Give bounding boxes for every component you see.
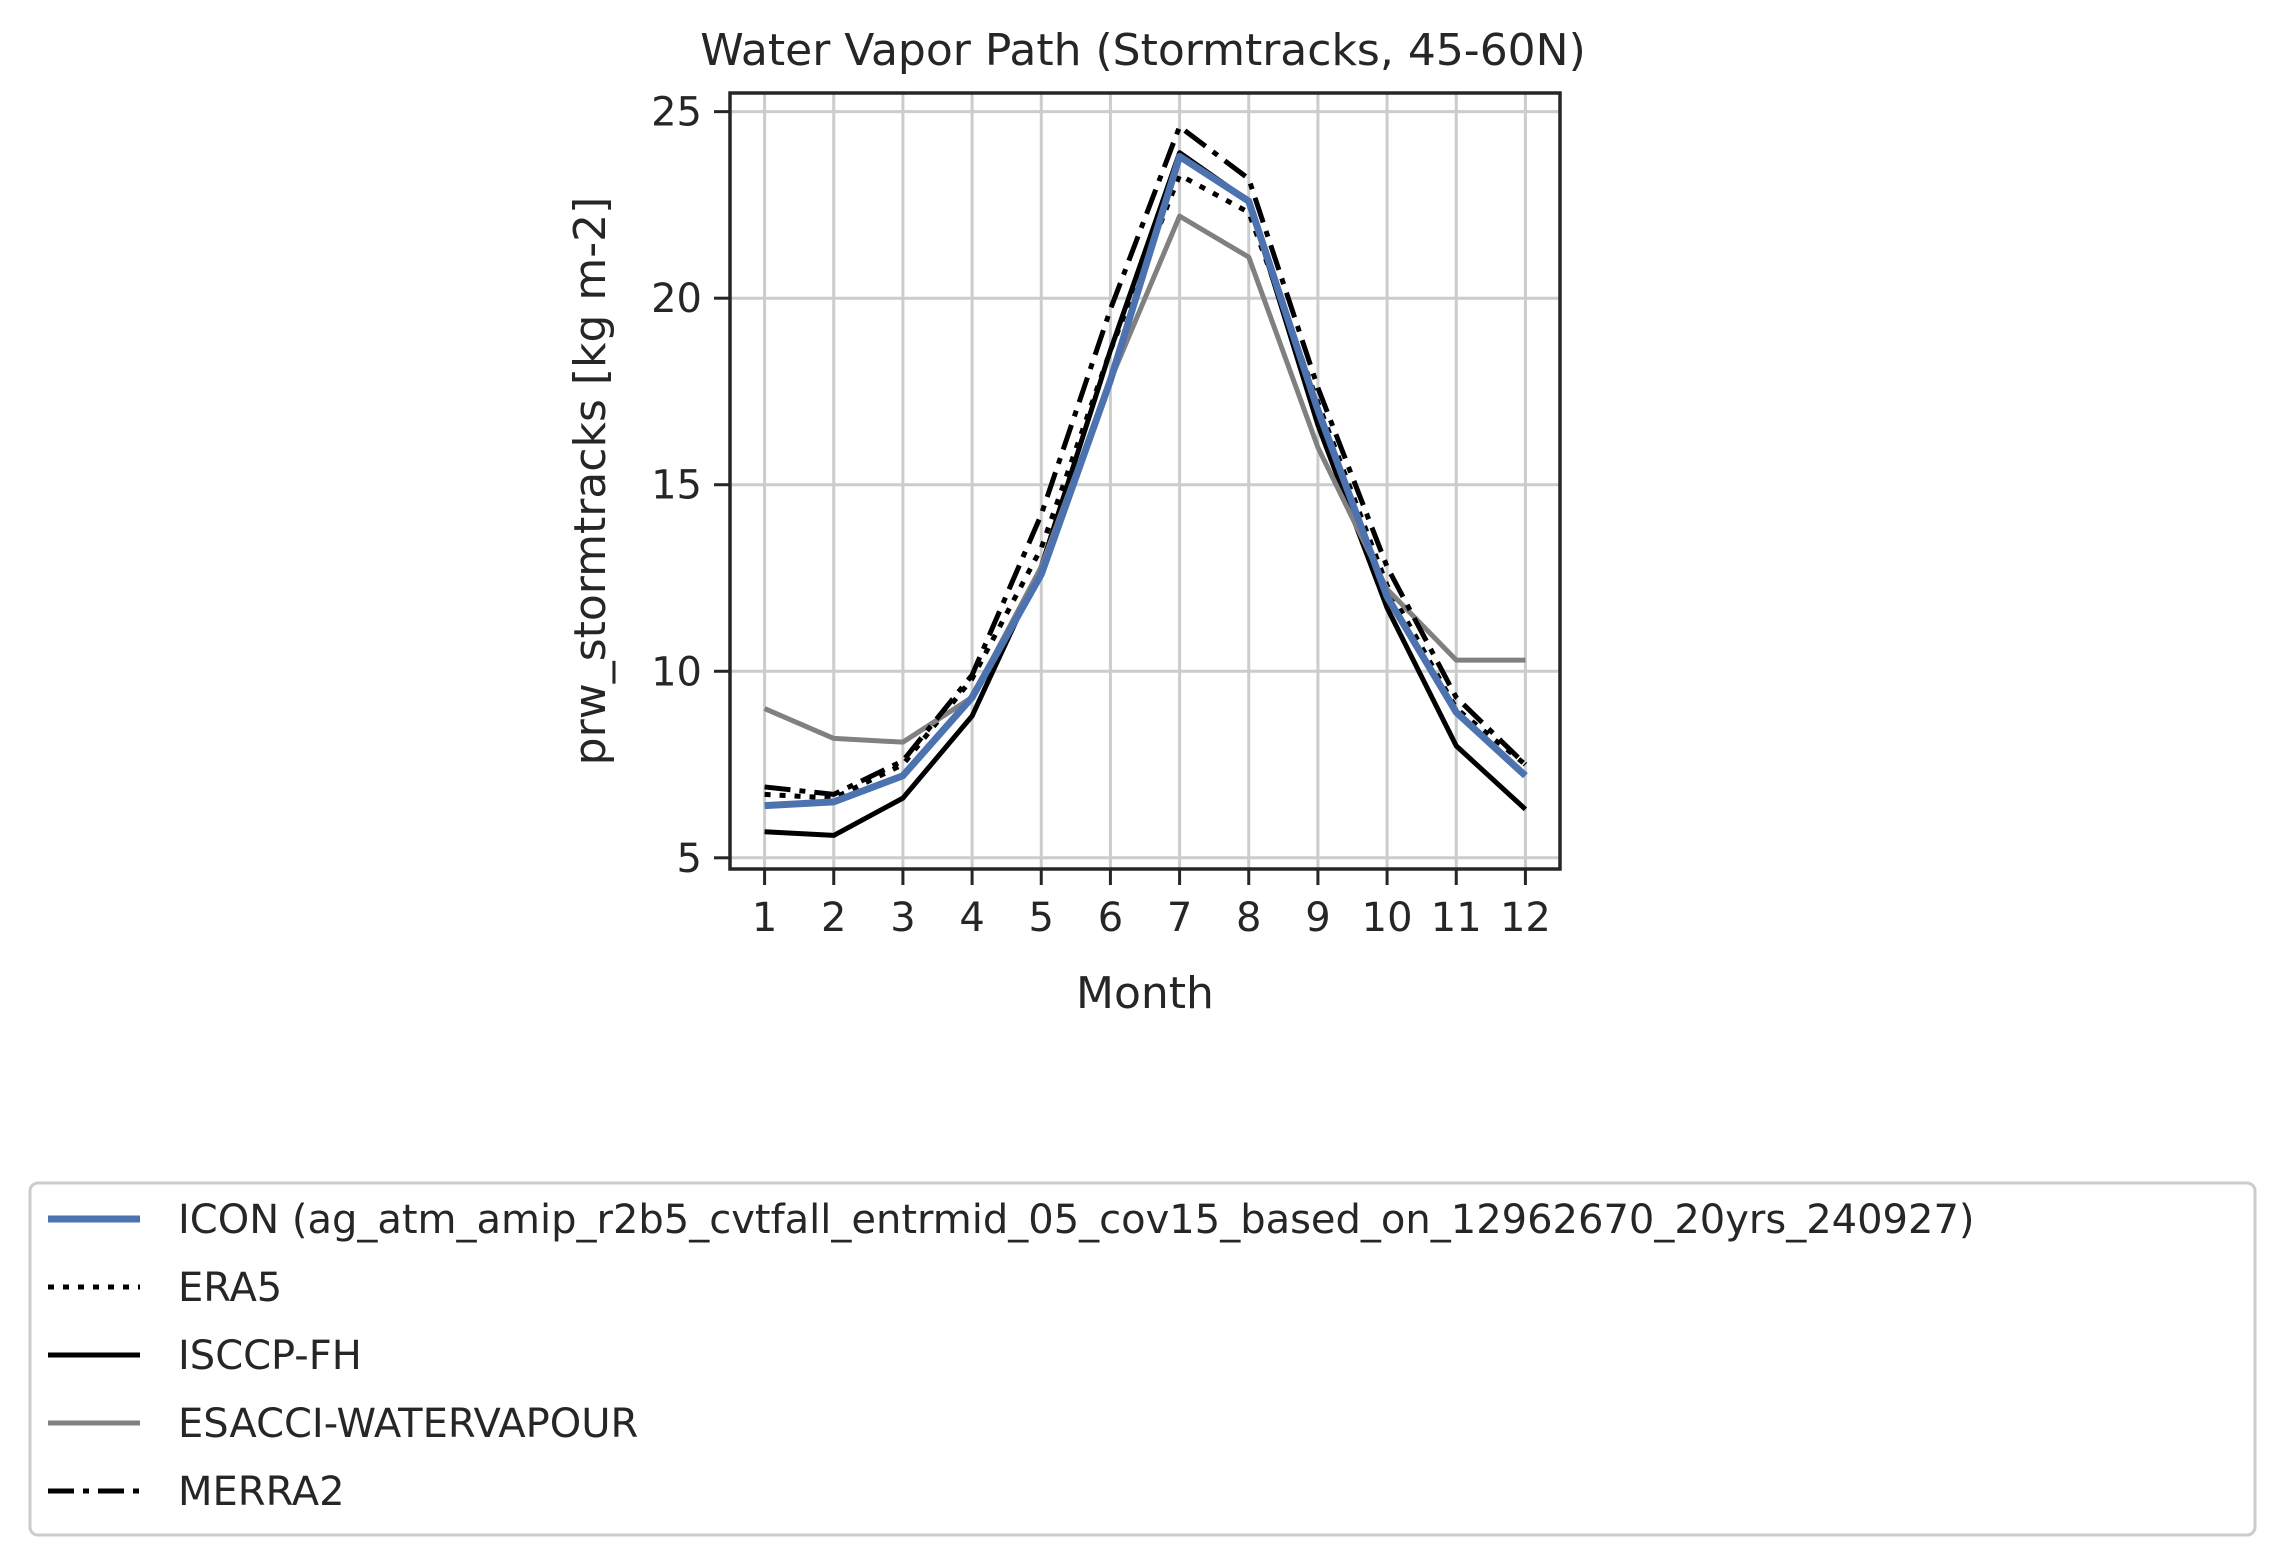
- x-tick-label: 10: [1362, 895, 1413, 941]
- x-tick-label: 3: [890, 895, 915, 941]
- y-tick-label: 5: [677, 836, 702, 882]
- legend-label: ERA5: [178, 1265, 282, 1311]
- x-tick-label: 8: [1236, 895, 1261, 941]
- x-tick-label: 6: [1098, 895, 1123, 941]
- y-axis-label: prw_stormtracks [kg m-2]: [565, 197, 616, 766]
- plot-frame: [728, 91, 1562, 871]
- x-tick-label: 9: [1305, 895, 1330, 941]
- series-line-esacci-watervapour: [763, 213, 1526, 745]
- chart-title: Water Vapor Path (Stormtracks, 45-60N): [700, 25, 1586, 76]
- y-tick-label: 15: [651, 463, 702, 509]
- series-lines: [763, 124, 1528, 838]
- y-ticks: 5 10 15 20 25: [651, 90, 730, 882]
- legend-frame: [28, 1181, 2257, 1537]
- legend-label: ESACCI-WATERVAPOUR: [178, 1401, 638, 1447]
- series-line-merra2: [764, 124, 1528, 797]
- y-tick-label: 25: [651, 90, 702, 136]
- grid: [730, 93, 1560, 869]
- x-tick-label: 7: [1167, 895, 1192, 941]
- x-tick-label: 11: [1431, 895, 1482, 941]
- y-tick-label: 20: [651, 276, 702, 322]
- x-ticks: 1 2 3 4 5 6 7 8 9 10 11 12: [752, 869, 1551, 941]
- y-tick-label: 10: [651, 649, 702, 695]
- legend: ICON (ag_atm_amip_r2b5_cvtfall_entrmid_0…: [28, 1181, 2257, 1537]
- series-line-isccp-fh: [764, 150, 1528, 838]
- x-tick-label: 2: [821, 895, 846, 941]
- legend-label: MERRA2: [178, 1469, 345, 1515]
- x-tick-label: 5: [1029, 895, 1054, 941]
- legend-label: ICON (ag_atm_amip_r2b5_cvtfall_entrmid_0…: [178, 1197, 1975, 1243]
- series-line-icon: [764, 152, 1528, 810]
- x-tick-label: 4: [959, 895, 984, 941]
- legend-label: ISCCP-FH: [178, 1333, 362, 1379]
- x-tick-label: 12: [1500, 895, 1551, 941]
- x-axis-label: Month: [1076, 968, 1214, 1019]
- x-tick-label: 1: [752, 895, 777, 941]
